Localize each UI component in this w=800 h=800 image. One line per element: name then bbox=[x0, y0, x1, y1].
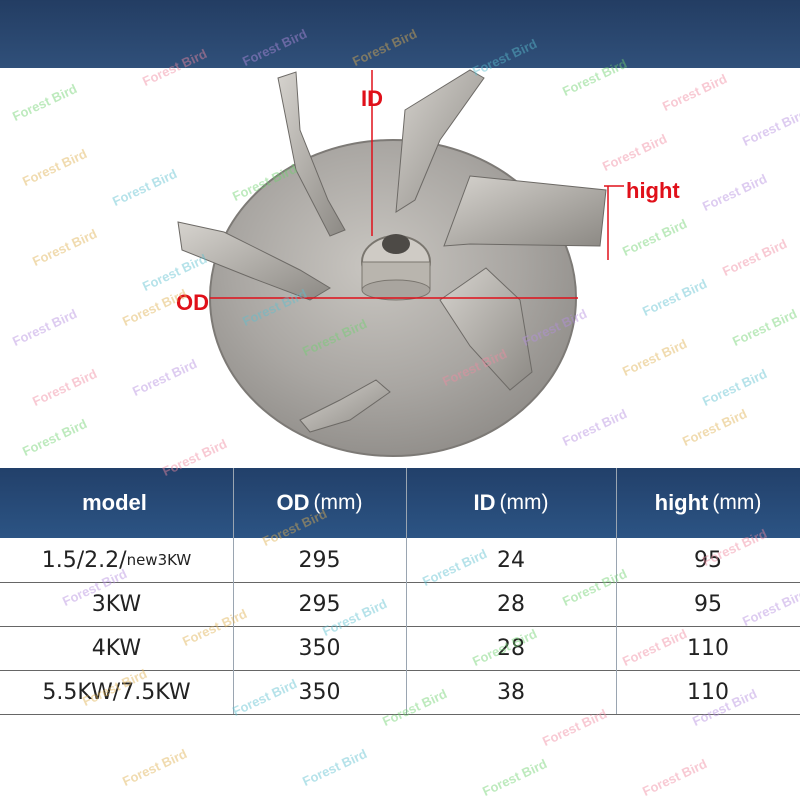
impeller-blade bbox=[277, 71, 346, 237]
cell-model: 5.5KW/7.5KW bbox=[42, 679, 191, 705]
cell-id: 38 bbox=[497, 679, 525, 705]
cell-od: 295 bbox=[298, 591, 341, 617]
header-id: ID (mm) bbox=[473, 490, 549, 515]
top-banner bbox=[0, 0, 800, 68]
row-divider bbox=[0, 670, 800, 671]
cell-model: 1.5/2.2/new3KW bbox=[41, 547, 192, 573]
table-row: 4KW 350 28 110 bbox=[0, 626, 800, 670]
header-hight: hight (mm) bbox=[654, 490, 762, 515]
row-divider bbox=[0, 626, 800, 627]
height-label: hight bbox=[626, 178, 680, 203]
row-divider bbox=[0, 582, 800, 583]
cell-od: 350 bbox=[298, 635, 341, 661]
row-divider bbox=[0, 714, 800, 715]
cell-model: 4KW bbox=[91, 635, 142, 661]
column-divider bbox=[233, 468, 234, 714]
header-od: OD (mm) bbox=[276, 490, 363, 515]
header-model: model bbox=[82, 490, 147, 515]
cell-hight: 95 bbox=[694, 591, 722, 617]
table-row: 1.5/2.2/new3KW 295 24 95 bbox=[0, 538, 800, 582]
column-divider bbox=[616, 468, 617, 714]
cell-model: 3KW bbox=[91, 591, 142, 617]
impeller-blade bbox=[443, 175, 607, 247]
impeller-photo: ID OD hight bbox=[0, 68, 800, 468]
impeller-illustration bbox=[177, 69, 624, 457]
cell-id: 28 bbox=[497, 635, 525, 661]
cell-hight: 110 bbox=[687, 635, 729, 661]
cell-id: 28 bbox=[497, 591, 525, 617]
shaft-bore bbox=[382, 234, 410, 254]
cell-hight: 110 bbox=[687, 679, 729, 705]
table-row: 5.5KW/7.5KW 350 38 110 bbox=[0, 670, 800, 714]
column-divider bbox=[406, 468, 407, 714]
table-header: model OD (mm) ID (mm) hight (mm) bbox=[0, 468, 800, 538]
spec-table: model OD (mm) ID (mm) hight (mm) 1.5/2.2… bbox=[0, 468, 800, 800]
impeller-blade bbox=[395, 69, 485, 213]
impeller-blade bbox=[299, 379, 391, 433]
id-label: ID bbox=[361, 86, 383, 111]
table-row: 3KW 295 28 95 bbox=[0, 582, 800, 626]
od-label: OD bbox=[176, 290, 209, 315]
cell-od: 295 bbox=[298, 547, 341, 573]
cell-od: 350 bbox=[298, 679, 341, 705]
impeller-blade bbox=[177, 221, 331, 301]
cell-id: 24 bbox=[497, 547, 525, 573]
cell-hight: 95 bbox=[694, 547, 722, 573]
